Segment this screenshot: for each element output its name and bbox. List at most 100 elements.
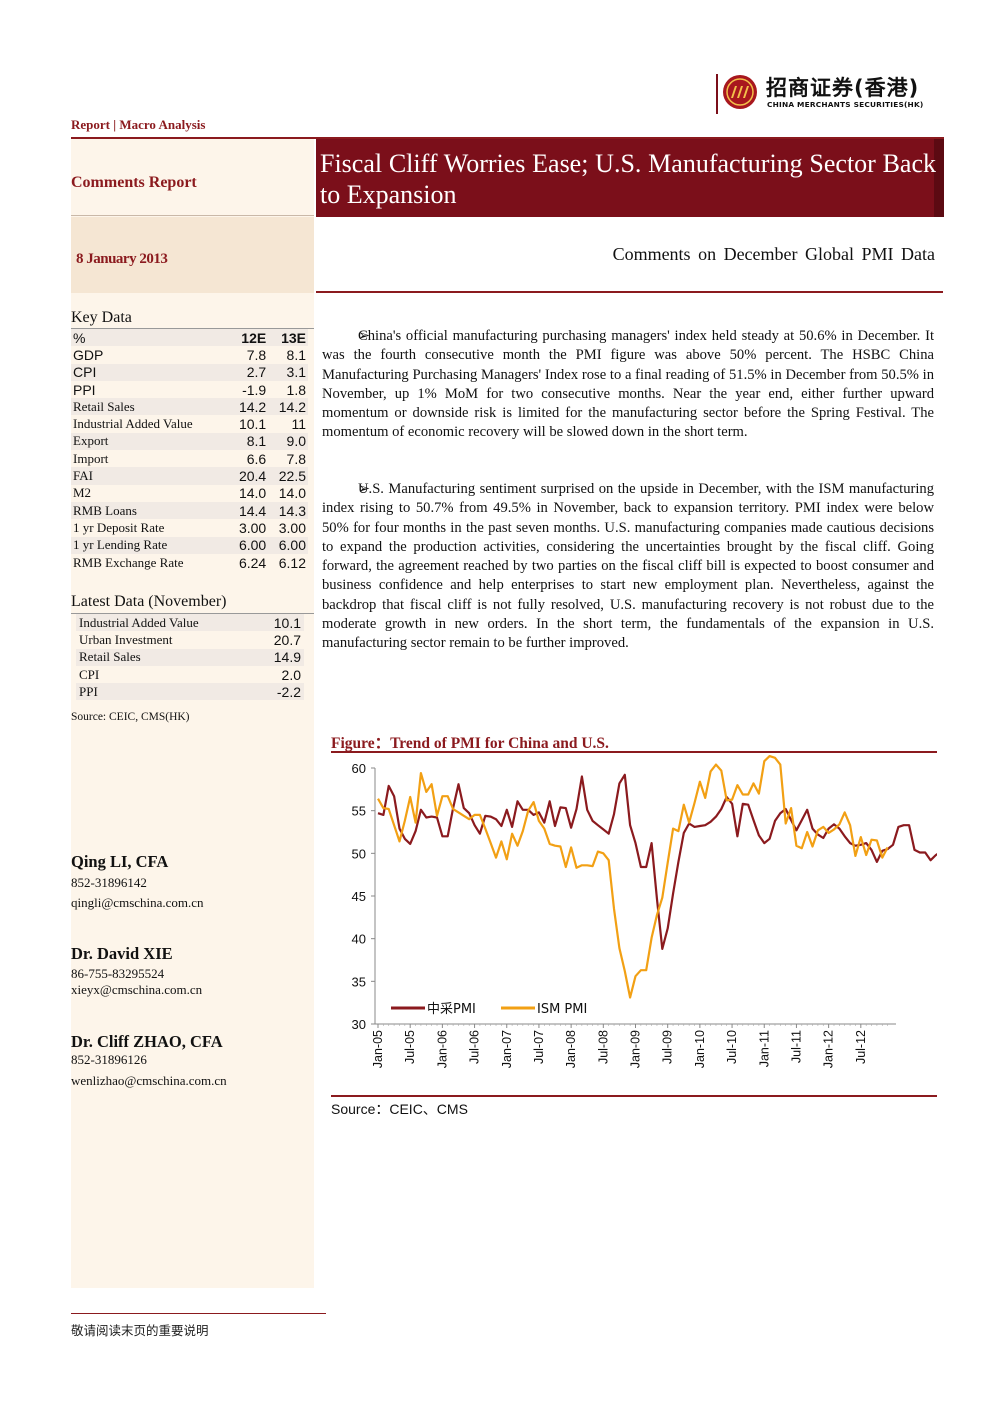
footer-divider — [71, 1313, 326, 1314]
key-data-divider — [71, 328, 314, 329]
key-data-12e-value: 20.4 — [228, 467, 269, 485]
y-tick-label: 30 — [352, 1017, 366, 1032]
y-tick-label: 45 — [352, 889, 366, 904]
report-date: 8 January 2013 — [76, 251, 168, 267]
key-data-row: PPI -1.9 1.8 — [71, 381, 308, 398]
key-data-13e-value: 6.00 — [268, 536, 308, 554]
key-data-12e-value: 2.7 — [228, 363, 269, 381]
latest-data-value: 10.1 — [256, 614, 304, 632]
latest-data-row: CPI 2.0 — [76, 666, 304, 683]
report-type-label: Comments Report — [71, 174, 197, 191]
key-data-label: 1 yr Lending Rate — [71, 536, 229, 554]
paragraph-text: China's official manufacturing purchasin… — [322, 328, 934, 441]
key-data-12e-value: 3.00 — [238, 519, 267, 536]
cms-logo-mark-icon — [723, 75, 757, 109]
logo-english-name: CHINA MERCHANTS SECURITIES(HK) — [767, 100, 924, 109]
key-data-13e-value: 3.00 — [278, 519, 306, 536]
key-data-row: GDP 7.8 8.1 — [71, 346, 308, 363]
key-data-label: 1 yr Deposit Rate — [73, 519, 165, 535]
analyst-phone: 86-755-83295524 — [71, 966, 165, 981]
key-data-label: GDP — [73, 346, 104, 363]
analyst-email[interactable]: xieyx@cmschina.com.cn — [71, 982, 203, 997]
key-data-12e-value: 6.24 — [238, 554, 267, 571]
key-data-row: Industrial Added Value 10.1 11 — [71, 415, 308, 432]
analyst-email[interactable]: wenlizhao@cmschina.com.cn — [71, 1073, 227, 1088]
date-panel — [71, 217, 314, 293]
key-data-13e-value: 7.8 — [286, 450, 306, 467]
y-tick-label: 55 — [352, 804, 366, 819]
title-banner — [316, 139, 944, 217]
latest-data-value: 14.9 — [256, 648, 304, 666]
logo-divider — [716, 74, 718, 114]
legend-label: 中采PMI — [427, 1002, 476, 1017]
analyst-email[interactable]: qingli@cmschina.com.cn — [71, 895, 204, 910]
y-tick-label: 35 — [352, 974, 366, 989]
report-category: Report | Macro Analysis — [71, 117, 206, 132]
x-tick-label: Jul-12 — [854, 1030, 868, 1064]
key-data-13e-value: 1.8 — [286, 381, 306, 398]
key-data-header-12e: 12E — [228, 329, 269, 347]
key-data-label: CPI — [71, 363, 229, 381]
key-data-label: Export — [71, 432, 229, 451]
latest-data-row: PPI -2.2 — [76, 683, 304, 701]
analyst-2: Dr. David XIE 86-755-83295524 xieyx@cmsc… — [71, 944, 202, 998]
key-data-title: Key Data — [71, 309, 132, 326]
key-data-row: RMB Loans 14.4 14.3 — [71, 501, 308, 520]
key-data-12e-value: 14.0 — [238, 485, 267, 502]
paragraph-text: U.S. Manufacturing sentiment surprised o… — [322, 481, 934, 652]
key-data-label: RMB Loans — [71, 501, 229, 520]
key-data-label: M2 — [73, 485, 92, 501]
latest-data-value: 2.0 — [281, 666, 301, 683]
figure-bottom-rule — [331, 1095, 937, 1097]
x-tick-label: Jan-11 — [757, 1030, 771, 1067]
key-data-row: Import 6.6 7.8 — [71, 450, 308, 467]
x-tick-label: Jan-10 — [693, 1030, 707, 1068]
x-tick-label: Jan-06 — [435, 1030, 449, 1068]
analyst-phone: 852-31896142 — [71, 875, 147, 890]
bullet-arrow-icon: ➢ — [358, 481, 371, 497]
company-logo: 招商证券(香港) CHINA MERCHANTS SECURITIES(HK) — [716, 70, 946, 118]
x-tick-label: Jan-08 — [564, 1030, 578, 1068]
x-tick-label: Jul-05 — [403, 1030, 417, 1064]
latest-data-value: -2.2 — [256, 683, 304, 701]
key-data-13e-value: 14.3 — [268, 501, 308, 520]
key-data-13e-value: 11 — [291, 416, 306, 433]
paragraph-us-pmi: ➢U.S. Manufacturing sentiment surprised … — [322, 480, 934, 654]
key-data-12e-value: 14.4 — [228, 501, 269, 520]
analyst-phone: 852-31896126 — [71, 1052, 147, 1067]
key-data-13e-value: 8.1 — [286, 346, 306, 363]
key-data-label: RMB Exchange Rate — [73, 554, 184, 570]
title-banner-edge — [934, 139, 944, 217]
latest-data-label: Urban Investment — [79, 631, 173, 647]
series-line-ism-pmi — [377, 755, 889, 999]
key-data-header-label: % — [71, 329, 229, 347]
latest-data-row: Urban Investment 20.7 — [76, 631, 304, 648]
key-data-12e-value: 6.6 — [246, 450, 267, 467]
key-data-label: FAI — [71, 467, 229, 485]
x-tick-label: Jan-05 — [371, 1030, 385, 1068]
subtitle-divider — [316, 291, 943, 293]
analyst-1: Qing LI, CFA 852-31896142 qingli@cmschin… — [71, 852, 204, 911]
analyst-name: Qing LI, CFA — [71, 852, 169, 871]
key-data-table: % 12E 13E GDP 7.8 8.1 CPI 2.7 3.1 PPI -1.9 1.8 Re… — [71, 329, 308, 571]
latest-data-label: Industrial Added Value — [76, 614, 257, 632]
header-divider — [71, 137, 944, 139]
key-data-header-row: % 12E 13E — [71, 329, 308, 347]
logo-chinese-name: 招商证券(香港) — [766, 76, 920, 100]
key-data-label: Retail Sales — [71, 398, 229, 416]
key-data-12e-value: 6.00 — [228, 536, 269, 554]
key-data-row: Retail Sales 14.2 14.2 — [71, 398, 308, 416]
x-tick-label: Jan-12 — [822, 1030, 836, 1068]
sidebar-source: Source: CEIC, CMS(HK) — [71, 711, 190, 723]
latest-data-divider — [71, 613, 314, 614]
key-data-12e-value: 7.8 — [246, 346, 267, 363]
latest-data-row: Industrial Added Value 10.1 — [76, 614, 304, 632]
key-data-12e-value: -1.9 — [242, 381, 267, 398]
x-tick-label: Jul-07 — [532, 1030, 546, 1064]
legend-label: ISM PMI — [537, 1002, 587, 1017]
key-data-header-13e: 13E — [268, 329, 308, 347]
analyst-3: Dr. Cliff ZHAO, CFA 852-31896126 wenlizh… — [71, 1032, 227, 1089]
key-data-row: 1 yr Deposit Rate 3.00 3.00 — [71, 519, 308, 536]
latest-data-label: CPI — [79, 666, 100, 682]
latest-data-table: Industrial Added Value 10.1 Urban Investme… — [76, 614, 304, 701]
